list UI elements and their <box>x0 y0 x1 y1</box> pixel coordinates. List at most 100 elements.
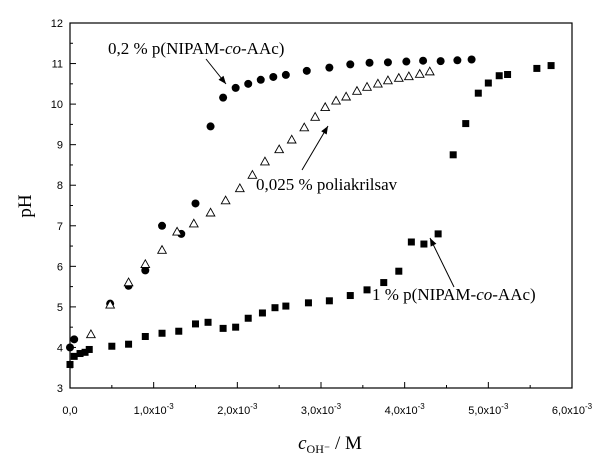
series-2-point <box>504 71 512 79</box>
series-0-point <box>436 57 445 66</box>
x-axis-label-subscript: OH⁻ <box>307 442 331 453</box>
y-axis-label: pH <box>15 194 36 218</box>
series-2-label-part: -AAc) <box>492 285 535 304</box>
x-tick-label-exponent: -3 <box>585 402 593 411</box>
series-2-point <box>108 342 116 350</box>
series-1-point <box>259 156 271 166</box>
series-1-pointer-line <box>301 125 329 171</box>
series-1-point <box>85 329 96 339</box>
series-0-label: 0,2 % p(NIPAM-co-AAc) <box>108 39 284 58</box>
x-axis-label-unit: / M <box>330 433 362 453</box>
x-tick-label: 1,0x10-3 <box>134 402 175 417</box>
x-axis-label-symbol: c <box>298 433 307 453</box>
data-points <box>66 55 555 368</box>
series-1-point <box>310 111 321 121</box>
series-2-point <box>346 292 354 300</box>
series-0-label-part: 0,2 % p(NIPAM- <box>108 39 225 58</box>
x-tick-label-mantissa: 3,0x10 <box>301 405 334 417</box>
series-1-point <box>105 299 116 309</box>
axis-ticks <box>69 22 573 389</box>
series-1-point <box>414 68 425 78</box>
series-2-point <box>244 314 252 322</box>
y-tick-label: 3 <box>57 383 63 395</box>
series-1-label: 0,025 % poliakrilsav <box>256 175 398 194</box>
series-2-point <box>258 309 266 317</box>
x-tick-label-mantissa: 0,0 <box>62 405 77 417</box>
x-tick-label: 3,0x10-3 <box>301 402 342 417</box>
y-tick-label: 9 <box>57 140 63 152</box>
series-0-point <box>419 56 428 65</box>
series-2-point <box>204 318 212 326</box>
series-0-point <box>269 72 278 81</box>
series-0-label-part: -AAc) <box>241 39 284 58</box>
series-2-point <box>420 240 428 248</box>
series-1-point <box>299 122 310 132</box>
series-2-pointer-line <box>429 237 455 288</box>
series-2-point <box>232 323 240 331</box>
y-tick-label: 7 <box>57 221 63 233</box>
series-0-point <box>346 60 355 69</box>
series-1-point <box>234 183 245 193</box>
series-0-point <box>402 57 411 66</box>
series-2-point <box>271 304 279 312</box>
series-2-point <box>66 360 74 368</box>
series-2-label: 1 % p(NIPAM-co-AAc) <box>372 285 536 304</box>
series-0-point <box>206 122 215 131</box>
y-tick-label: 8 <box>57 180 63 192</box>
x-tick-label-exponent: -3 <box>418 402 426 411</box>
y-tick-label: 6 <box>57 261 63 273</box>
series-0-point <box>70 335 79 344</box>
series-0-point <box>66 343 74 352</box>
series-1-point <box>403 71 414 81</box>
series-2-point <box>282 302 290 310</box>
series-1-point <box>220 195 231 205</box>
x-tick-label-exponent: -3 <box>334 402 342 411</box>
series-2-point <box>304 299 312 307</box>
series-1-point <box>123 277 134 287</box>
series-2-point <box>175 327 183 335</box>
series-1-point <box>156 244 168 254</box>
x-tick-label-mantissa: 5,0x10 <box>468 405 501 417</box>
y-tick-label: 11 <box>52 59 63 71</box>
x-axis-label: cOH⁻ / M <box>298 433 362 453</box>
series-2-label-part: co <box>476 285 492 304</box>
series-1-point <box>372 78 383 88</box>
series-0-point <box>191 199 200 208</box>
series-0-point <box>453 56 462 65</box>
series-0-point <box>141 266 150 275</box>
series-2-point <box>484 79 492 87</box>
series-2-point <box>434 230 442 238</box>
series-1-point <box>205 207 216 217</box>
annotations: 0,2 % p(NIPAM-co-AAc)0,025 % poliakrilsa… <box>108 39 536 304</box>
series-2-point <box>192 320 199 328</box>
series-2-point <box>81 348 89 356</box>
series-0-point <box>325 63 334 72</box>
y-tick-label: 10 <box>51 99 63 111</box>
series-2-point <box>85 345 93 353</box>
series-1-point <box>382 75 394 85</box>
series-1-point <box>341 91 352 101</box>
x-tick-label: 6,0x10-3 <box>552 402 593 417</box>
x-tick-label-mantissa: 2,0x10 <box>217 405 250 417</box>
series-2-point <box>474 89 482 97</box>
series-2-point <box>533 64 541 72</box>
x-tick-label-mantissa: 6,0x10 <box>552 405 585 417</box>
series-2-point <box>462 120 470 128</box>
series-1-point <box>286 134 297 144</box>
series-1-pointer-arrowhead <box>321 126 328 135</box>
series-0-point <box>231 83 240 92</box>
series-2-point <box>76 350 84 358</box>
series-0-point <box>302 66 311 75</box>
series-2-point <box>380 279 388 287</box>
x-tick-label: 2,0x10-3 <box>217 402 258 417</box>
x-tick-label-mantissa: 1,0x10 <box>134 405 167 417</box>
series-0-point <box>158 221 167 230</box>
series-1-point <box>274 144 285 154</box>
y-tick-labels: 3 4 5 6 7 8 9 10 11 12 <box>51 18 63 395</box>
series-2-point <box>495 72 503 80</box>
series-1-point <box>247 169 258 179</box>
series-2-point <box>125 340 133 348</box>
x-tick-label: 5,0x10-3 <box>468 402 509 417</box>
x-tick-label-exponent: -3 <box>501 402 509 411</box>
